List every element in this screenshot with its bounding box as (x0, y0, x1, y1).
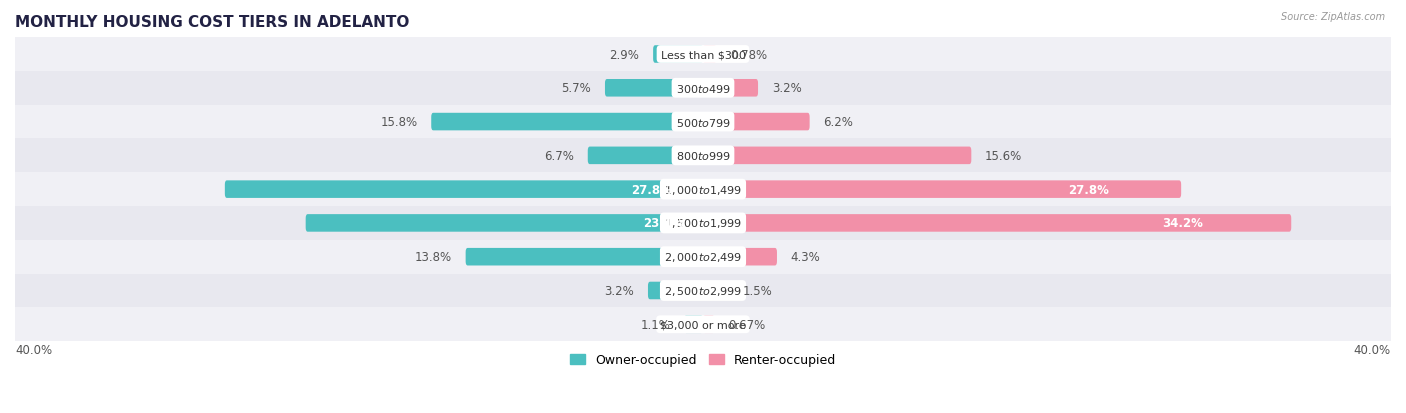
Text: $500 to $799: $500 to $799 (675, 116, 731, 128)
FancyBboxPatch shape (703, 147, 972, 165)
FancyBboxPatch shape (305, 215, 703, 232)
Text: 40.0%: 40.0% (1354, 343, 1391, 356)
FancyBboxPatch shape (432, 114, 703, 131)
Text: MONTHLY HOUSING COST TIERS IN ADELANTO: MONTHLY HOUSING COST TIERS IN ADELANTO (15, 15, 409, 30)
FancyBboxPatch shape (15, 173, 1391, 206)
Text: 6.2%: 6.2% (824, 116, 853, 129)
Text: 40.0%: 40.0% (15, 343, 52, 356)
FancyBboxPatch shape (703, 181, 1181, 198)
Text: 1.1%: 1.1% (641, 318, 671, 331)
FancyBboxPatch shape (15, 240, 1391, 274)
FancyBboxPatch shape (15, 38, 1391, 72)
FancyBboxPatch shape (703, 282, 728, 299)
Text: Less than $300: Less than $300 (661, 50, 745, 60)
Text: 34.2%: 34.2% (1163, 217, 1204, 230)
Text: 0.78%: 0.78% (730, 48, 768, 62)
FancyBboxPatch shape (465, 248, 703, 266)
Text: 3.2%: 3.2% (605, 284, 634, 297)
FancyBboxPatch shape (685, 316, 703, 333)
FancyBboxPatch shape (648, 282, 703, 299)
Text: 2.9%: 2.9% (609, 48, 640, 62)
Text: $1,500 to $1,999: $1,500 to $1,999 (664, 217, 742, 230)
Text: $2,000 to $2,499: $2,000 to $2,499 (664, 251, 742, 263)
FancyBboxPatch shape (588, 147, 703, 165)
Text: 5.7%: 5.7% (561, 82, 591, 95)
Text: 1.5%: 1.5% (742, 284, 772, 297)
FancyBboxPatch shape (654, 46, 703, 64)
Legend: Owner-occupied, Renter-occupied: Owner-occupied, Renter-occupied (565, 349, 841, 371)
FancyBboxPatch shape (703, 80, 758, 97)
Text: 4.3%: 4.3% (790, 251, 821, 263)
FancyBboxPatch shape (703, 114, 810, 131)
FancyBboxPatch shape (703, 215, 1291, 232)
Text: $300 to $499: $300 to $499 (675, 83, 731, 95)
Text: $800 to $999: $800 to $999 (675, 150, 731, 162)
Text: $3,000 or more: $3,000 or more (661, 320, 745, 330)
Text: 23.1%: 23.1% (644, 217, 685, 230)
FancyBboxPatch shape (15, 206, 1391, 240)
FancyBboxPatch shape (703, 248, 778, 266)
FancyBboxPatch shape (15, 139, 1391, 173)
Text: 3.2%: 3.2% (772, 82, 801, 95)
Text: 6.7%: 6.7% (544, 150, 574, 162)
Text: 15.8%: 15.8% (381, 116, 418, 129)
FancyBboxPatch shape (15, 105, 1391, 139)
Text: 27.8%: 27.8% (1069, 183, 1109, 196)
Text: 15.6%: 15.6% (986, 150, 1022, 162)
FancyBboxPatch shape (605, 80, 703, 97)
FancyBboxPatch shape (703, 316, 714, 333)
Text: Source: ZipAtlas.com: Source: ZipAtlas.com (1281, 12, 1385, 22)
Text: 0.67%: 0.67% (728, 318, 765, 331)
Text: 27.8%: 27.8% (631, 183, 672, 196)
FancyBboxPatch shape (15, 308, 1391, 341)
Text: 13.8%: 13.8% (415, 251, 451, 263)
Text: $2,500 to $2,999: $2,500 to $2,999 (664, 284, 742, 297)
Text: $1,000 to $1,499: $1,000 to $1,499 (664, 183, 742, 196)
FancyBboxPatch shape (703, 46, 717, 64)
FancyBboxPatch shape (225, 181, 703, 198)
FancyBboxPatch shape (15, 274, 1391, 308)
FancyBboxPatch shape (15, 72, 1391, 105)
